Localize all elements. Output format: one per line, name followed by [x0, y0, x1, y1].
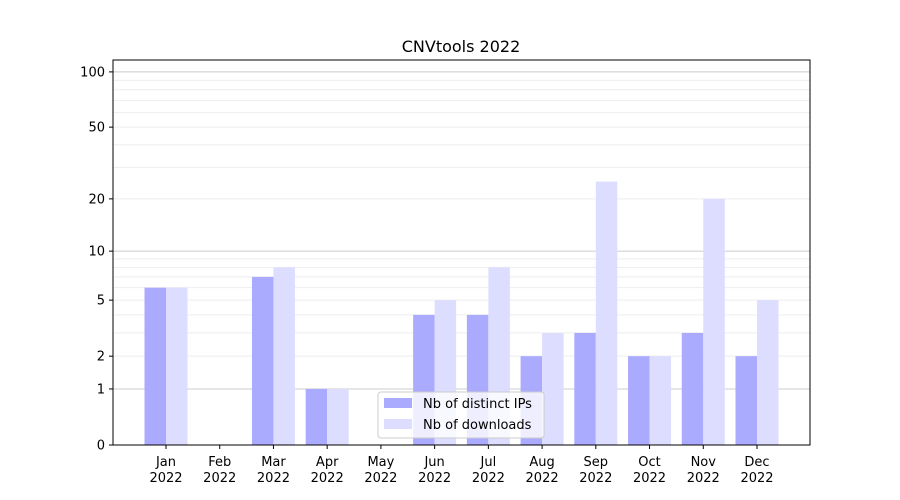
y-tick-label: 10 — [88, 245, 105, 260]
bar-ips — [305, 388, 328, 445]
y-tick-label: 2 — [97, 350, 105, 365]
chart-title: CNVtools 2022 — [402, 37, 521, 56]
y-tick-label: 20 — [88, 192, 105, 207]
bar-ips — [735, 356, 757, 445]
x-tick-label: Nov 2022 — [687, 455, 720, 486]
x-tick-label: May 2022 — [364, 455, 397, 486]
y-tick-label: 1 — [97, 382, 105, 397]
bar-downloads — [542, 332, 564, 445]
bar-downloads — [757, 300, 779, 445]
x-tick-label: Oct 2022 — [633, 455, 666, 486]
y-tick-label: 100 — [80, 65, 105, 80]
y-tick-label: 0 — [97, 439, 105, 454]
legend-box — [377, 391, 545, 439]
y-tick-label: 5 — [97, 294, 105, 309]
bar-ips — [681, 332, 704, 445]
x-tick-label: Aug 2022 — [526, 455, 559, 486]
x-tick-label: Jul 2022 — [472, 455, 505, 486]
bar-ips — [144, 287, 166, 445]
plot-frame — [112, 59, 811, 446]
bar-ips — [251, 276, 274, 445]
legend-label: Nb of downloads — [423, 418, 532, 433]
x-tick-label: Jun 2022 — [418, 455, 451, 486]
bar-ips — [628, 356, 650, 445]
legend-swatch — [384, 419, 412, 429]
x-tick-label: Jan 2022 — [149, 455, 182, 486]
legend-label: Nb of distinct IPs — [423, 397, 532, 412]
x-tick-label: Apr 2022 — [311, 455, 344, 486]
x-tick-label: Mar 2022 — [257, 455, 290, 486]
x-tick-label: Sep 2022 — [579, 455, 612, 486]
bar-downloads — [166, 287, 188, 445]
bar-downloads — [649, 356, 672, 445]
x-tick-label: Dec 2022 — [740, 455, 773, 486]
bar-downloads — [595, 181, 618, 445]
bar-downloads — [327, 388, 349, 445]
legend-swatch — [384, 398, 412, 408]
bar-ips — [574, 332, 596, 445]
y-tick-label: 50 — [88, 121, 105, 136]
x-tick-label: Feb 2022 — [203, 455, 236, 486]
legend: Nb of distinct IPs Nb of downloads — [377, 391, 545, 439]
bar-downloads — [703, 198, 725, 445]
bar-downloads — [273, 267, 295, 445]
